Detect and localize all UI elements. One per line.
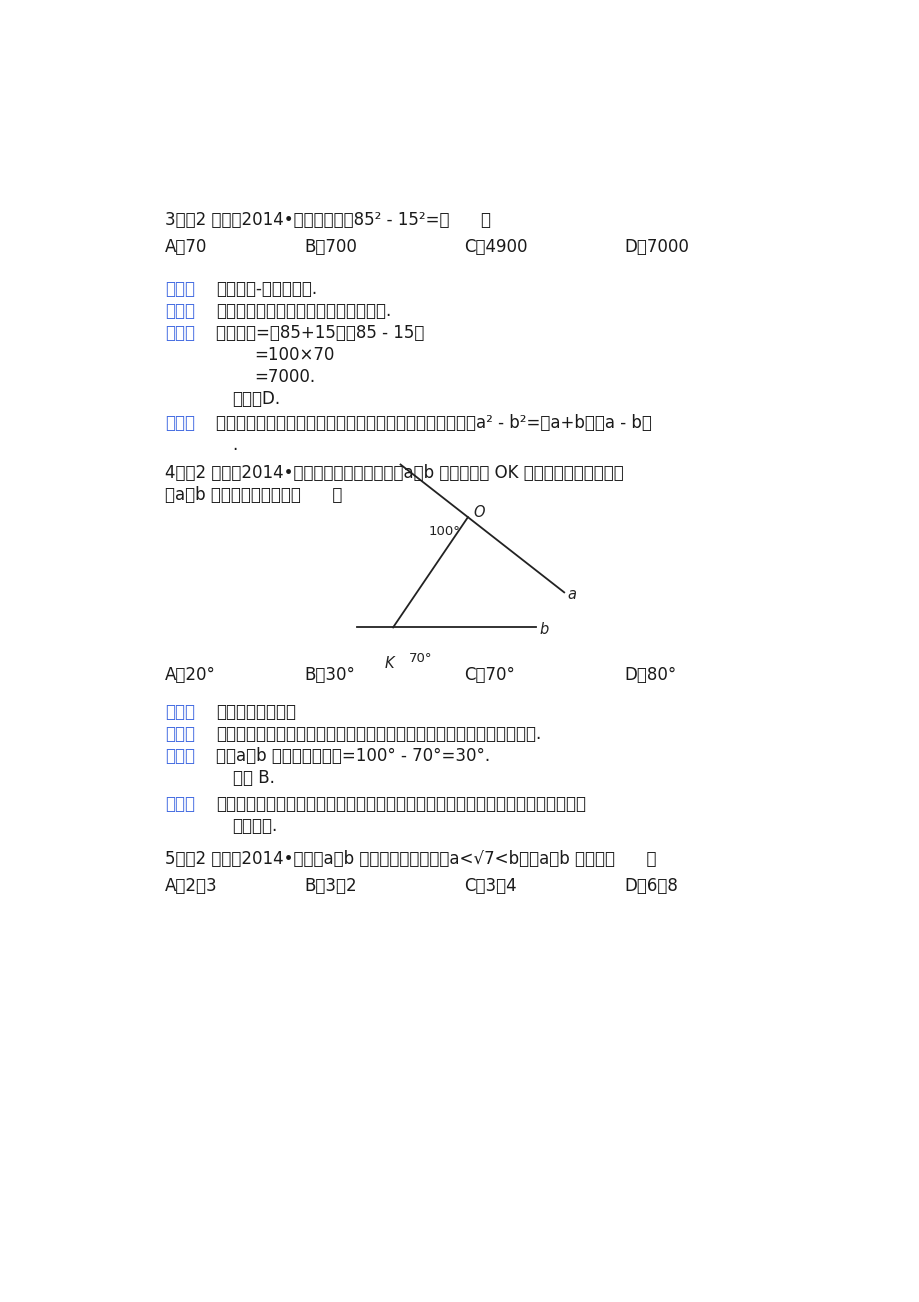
Text: C．4900: C．4900 xyxy=(464,238,528,256)
Text: 100°: 100° xyxy=(428,525,460,538)
Text: 70°: 70° xyxy=(408,652,432,665)
Text: b: b xyxy=(539,622,548,638)
Text: 三角形的外角性质: 三角形的外角性质 xyxy=(216,703,296,720)
Text: O: O xyxy=(473,505,484,519)
Text: 考点：: 考点： xyxy=(165,703,195,720)
Text: D．80°: D．80° xyxy=(624,665,676,684)
Text: .: . xyxy=(233,436,238,454)
Text: =100×70: =100×70 xyxy=(254,346,334,363)
Text: C．3，4: C．3，4 xyxy=(464,878,516,894)
Text: 故选：D.: 故选：D. xyxy=(233,389,280,408)
Text: B．30°: B．30° xyxy=(303,665,355,684)
Text: 4．（2 分）（2014•河北）如图，平面上直线a，b 分别过线段 OK 两端点（数据如图），: 4．（2 分）（2014•河北）如图，平面上直线a，b 分别过线段 OK 两端点… xyxy=(165,464,623,482)
Text: 解答：: 解答： xyxy=(165,747,195,764)
Text: 根据三角形的一个外角等于与它不相邻的两个内角的和列式计算即可得解.: 根据三角形的一个外角等于与它不相邻的两个内角的和列式计算即可得解. xyxy=(216,725,541,742)
Text: 因式分解-运用公式法.: 因式分解-运用公式法. xyxy=(216,280,317,298)
Text: 直接利用平方差进行分解，再计算即可.: 直接利用平方差进行分解，再计算即可. xyxy=(216,302,391,319)
Text: D．6，8: D．6，8 xyxy=(624,878,678,894)
Text: 点评：: 点评： xyxy=(165,414,195,432)
Text: 5．（2 分）（2014•河北）a，b 是两个连续整数，若a<√7<b，则a，b 分别是（      ）: 5．（2 分）（2014•河北）a，b 是两个连续整数，若a<√7<b，则a，b… xyxy=(165,850,655,868)
Text: 则a，b 相交所成的锐角是（      ）: 则a，b 相交所成的锐角是（ ） xyxy=(165,486,342,504)
Text: B．3，2: B．3，2 xyxy=(303,878,357,894)
Text: C．70°: C．70° xyxy=(464,665,515,684)
Text: A．2，3: A．2，3 xyxy=(165,878,217,894)
Text: 解答：: 解答： xyxy=(165,324,195,341)
Text: 解：a，b 相交所成的锐角=100° - 70°=30°.: 解：a，b 相交所成的锐角=100° - 70°=30°. xyxy=(216,747,490,764)
Text: =7000.: =7000. xyxy=(254,367,315,385)
Text: 3．（2 分）（2014•河北）计算：85² - 15²=（      ）: 3．（2 分）（2014•河北）计算：85² - 15²=（ ） xyxy=(165,211,491,229)
Text: 本题考查了三角形的一个外角等于与它不相邻的两个内角的和的性质，熟记性质是解: 本题考查了三角形的一个外角等于与它不相邻的两个内角的和的性质，熟记性质是解 xyxy=(216,794,585,812)
Text: 分析：: 分析： xyxy=(165,302,195,319)
Text: B．700: B．700 xyxy=(303,238,357,256)
Text: 点评：: 点评： xyxy=(165,794,195,812)
Text: 此题主要考查了公式法分解因式，关键是掌握平方差公式：a² - b²=（a+b）（a - b）: 此题主要考查了公式法分解因式，关键是掌握平方差公式：a² - b²=（a+b）（… xyxy=(216,414,652,432)
Text: 故选 B.: 故选 B. xyxy=(233,768,274,786)
Text: a: a xyxy=(567,587,576,603)
Text: K: K xyxy=(384,655,394,671)
Text: 分析：: 分析： xyxy=(165,725,195,742)
Text: A．20°: A．20° xyxy=(165,665,216,684)
Text: 考点：: 考点： xyxy=(165,280,195,298)
Text: A．70: A．70 xyxy=(165,238,207,256)
Text: D．7000: D．7000 xyxy=(624,238,689,256)
Text: 解：原式=（85+15）（85 - 15）: 解：原式=（85+15）（85 - 15） xyxy=(216,324,425,341)
Text: 题的关键.: 题的关键. xyxy=(233,816,278,835)
